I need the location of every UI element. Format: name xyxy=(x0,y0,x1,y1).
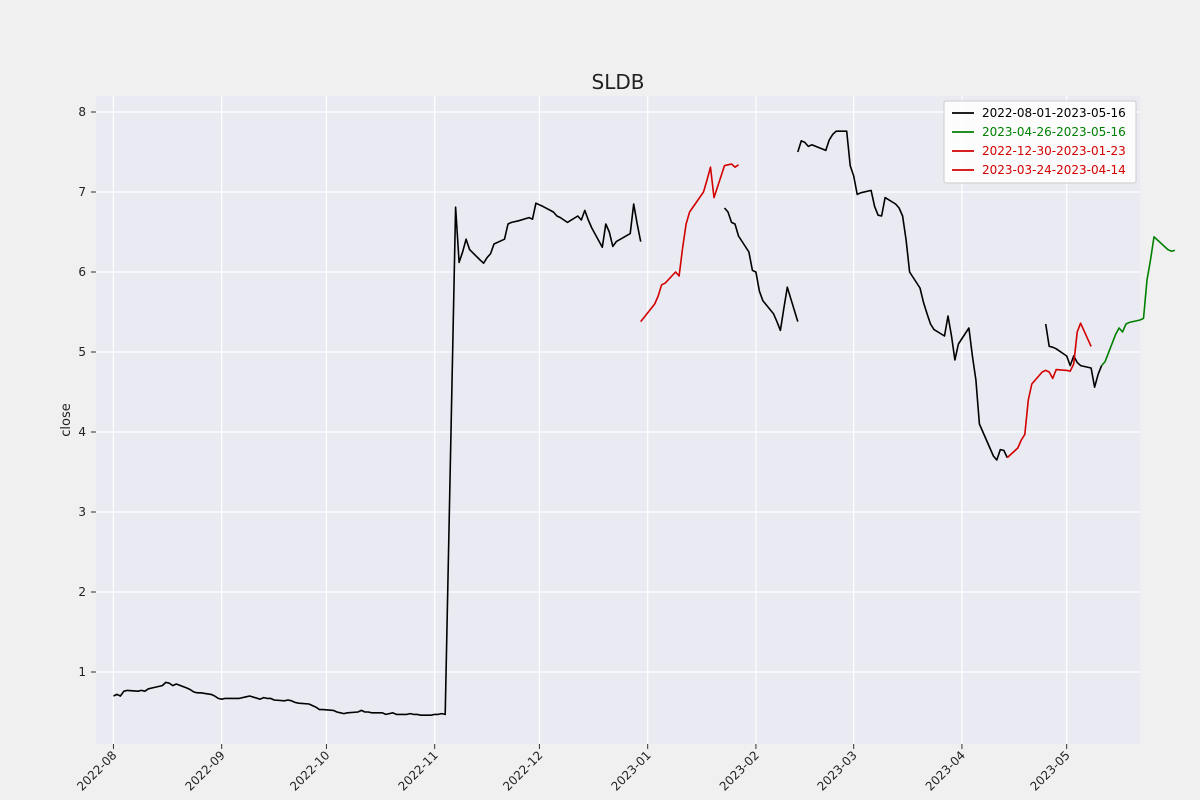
legend-entry: 2023-03-24-2023-04-14 xyxy=(982,163,1126,177)
series-line xyxy=(640,163,739,323)
series-line xyxy=(797,130,1009,461)
legend-entry: 2022-08-01-2023-05-16 xyxy=(982,106,1126,120)
y-axis-label: close xyxy=(59,403,74,436)
chart-title: SLDB xyxy=(592,70,645,94)
y-tick-label: 3 xyxy=(78,505,86,519)
y-axis: 1 2 3 4 5 6 7 8 xyxy=(78,105,96,679)
series-line xyxy=(1006,322,1092,459)
legend: 2022-08-01-2023-05-16 2023-04-26-2023-05-… xyxy=(943,100,1137,184)
y-tick-label: 2 xyxy=(78,585,86,599)
plot-area xyxy=(96,96,1140,744)
series-line xyxy=(1044,323,1103,388)
y-tick-label: 4 xyxy=(78,425,86,439)
series-line xyxy=(113,202,642,716)
series-line xyxy=(1100,236,1176,367)
grid xyxy=(96,96,1140,744)
y-tick-label: 7 xyxy=(78,185,86,199)
y-tick-label: 1 xyxy=(78,665,86,679)
legend-box xyxy=(943,100,1137,184)
legend-entry: 2023-04-26-2023-05-16 xyxy=(982,125,1126,139)
legend-entry: 2022-12-30-2023-01-23 xyxy=(982,144,1126,158)
y-tick-label: 6 xyxy=(78,265,86,279)
series-layer xyxy=(113,130,1176,716)
y-tick-label: 5 xyxy=(78,345,86,359)
series-line xyxy=(723,207,799,332)
y-tick-label: 8 xyxy=(78,105,86,119)
